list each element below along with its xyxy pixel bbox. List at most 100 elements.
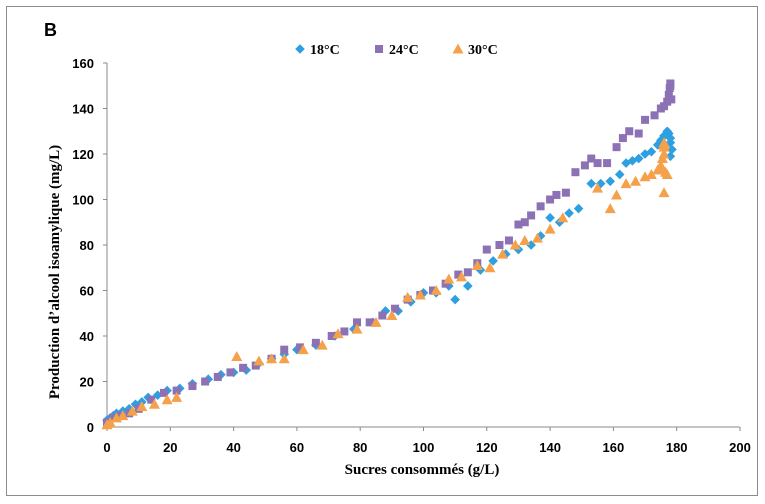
x-tick-label: 160 <box>603 440 625 455</box>
point-30c <box>297 344 309 355</box>
data-points <box>101 79 677 430</box>
point-18c <box>573 203 584 214</box>
point-18c <box>667 144 677 155</box>
point-30c <box>266 353 278 364</box>
point-18c <box>130 399 141 410</box>
point-30c <box>531 232 543 243</box>
point-18c <box>450 294 460 305</box>
point-18c <box>564 208 574 218</box>
point-30c <box>231 350 243 361</box>
point-24c <box>391 304 400 313</box>
point-24c <box>561 188 570 197</box>
point-24c <box>378 311 387 320</box>
x-tick-label: 180 <box>666 440 688 455</box>
point-18c <box>663 128 674 139</box>
point-24c <box>625 127 634 136</box>
point-24c <box>520 218 529 227</box>
point-18c <box>124 404 134 414</box>
series-30c <box>101 137 673 430</box>
point-18c <box>646 146 657 157</box>
point-24c <box>239 363 248 372</box>
x-tick-label: 20 <box>163 440 177 455</box>
x-tick-label: 200 <box>729 440 751 455</box>
point-30c <box>278 353 290 364</box>
x-tick-label: 80 <box>353 440 367 455</box>
point-18c <box>500 249 511 259</box>
point-24c <box>536 202 545 211</box>
point-30c <box>351 323 363 334</box>
point-24c <box>365 318 374 327</box>
point-24c <box>495 241 504 249</box>
point-24c <box>327 332 336 340</box>
point-24c <box>603 159 612 168</box>
point-18c <box>665 151 676 162</box>
point-30c <box>604 203 616 214</box>
point-30c <box>661 168 673 179</box>
y-tick-labels: 0 20 40 60 80 100 120 140 160 <box>72 56 94 435</box>
legend-marker-24c <box>375 45 383 53</box>
point-24c <box>667 95 676 104</box>
point-30c <box>332 328 344 339</box>
point-24c <box>454 270 463 279</box>
point-24c <box>641 115 650 124</box>
point-24c <box>172 386 181 395</box>
point-24c <box>650 111 659 120</box>
point-30c <box>630 175 642 186</box>
point-24c <box>188 382 197 391</box>
point-18c <box>463 281 473 291</box>
point-30c <box>544 223 556 234</box>
point-30c <box>386 310 398 321</box>
series-18c <box>102 126 677 425</box>
point-24c <box>311 338 320 347</box>
series-24c <box>103 79 676 427</box>
x-tick-label: 0 <box>103 440 110 455</box>
point-18c <box>526 240 536 250</box>
point-18c <box>595 178 606 189</box>
legend-label-24c: 24°C <box>389 43 419 58</box>
point-30c <box>658 187 670 198</box>
point-30c <box>171 391 183 402</box>
y-tick-label: 160 <box>72 56 94 71</box>
point-24c <box>552 190 561 199</box>
y-axis-title: Production d’alcool isoamylique (mg/L) <box>47 145 63 399</box>
point-30c <box>148 398 160 409</box>
point-24c <box>546 195 555 204</box>
panel-label: B <box>44 20 57 40</box>
point-24c <box>226 368 235 377</box>
point-18c <box>659 131 669 141</box>
point-24c <box>593 159 602 168</box>
point-30c <box>658 137 670 148</box>
x-tick-label: 60 <box>290 440 304 455</box>
y-tick-label: 40 <box>80 329 94 344</box>
point-30c <box>430 285 442 295</box>
y-tick-label: 60 <box>80 284 94 299</box>
y-tick-label: 120 <box>72 147 94 162</box>
y-tick-label: 20 <box>80 375 94 390</box>
y-tick-label: 0 <box>87 420 94 435</box>
y-tick-label: 140 <box>72 102 94 117</box>
point-24c <box>664 90 673 99</box>
point-24c <box>514 220 523 229</box>
point-18c <box>152 390 163 400</box>
point-24c <box>353 318 362 327</box>
point-24c <box>660 102 669 111</box>
point-24c <box>634 129 643 138</box>
point-30c <box>104 416 116 427</box>
point-24c <box>296 343 305 352</box>
legend-label-30c: 30°C <box>468 43 498 58</box>
point-30c <box>484 262 496 273</box>
point-30c <box>620 178 632 189</box>
point-30c <box>611 189 623 200</box>
point-24c <box>340 327 349 336</box>
point-24c <box>527 211 536 220</box>
point-30c <box>497 248 509 259</box>
point-24c <box>251 361 260 370</box>
point-24c <box>213 372 222 381</box>
legend-marker-30c <box>452 43 464 54</box>
x-tick-label: 120 <box>476 440 498 455</box>
point-30c <box>117 410 129 421</box>
y-tick-label: 80 <box>80 238 94 253</box>
point-18c <box>349 324 359 334</box>
point-18c <box>488 256 498 266</box>
